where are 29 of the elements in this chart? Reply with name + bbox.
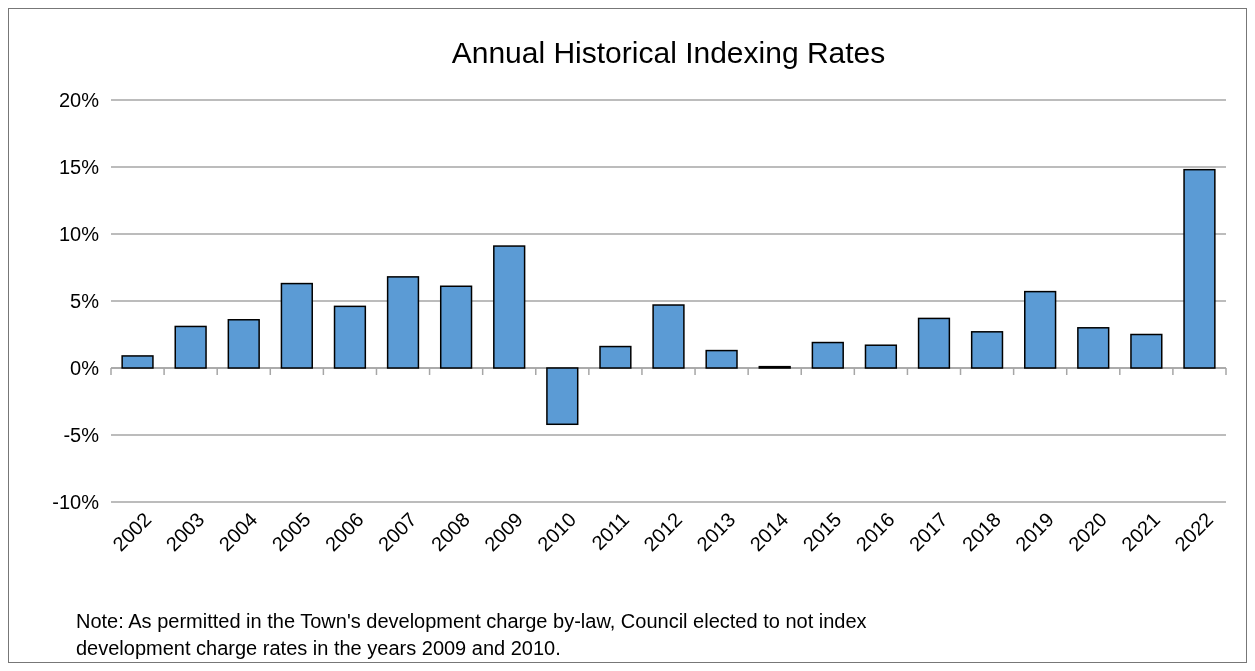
y-tick-label: -5%	[63, 424, 100, 446]
bar	[174, 325, 207, 369]
bar	[280, 282, 313, 369]
bar	[705, 349, 738, 369]
bar	[917, 317, 951, 369]
bar	[599, 345, 632, 369]
bar	[333, 305, 367, 369]
text: Note: As permitted in the Town's development charge by-law, Council elected to not index development charge rates in the years 2009 and 2010.	[76, 610, 867, 659]
y-tick-label: 10%	[58, 223, 100, 245]
bar	[970, 331, 1004, 369]
bar	[546, 367, 579, 426]
bar	[386, 276, 420, 369]
bar	[811, 341, 844, 369]
bar	[864, 344, 898, 369]
bar	[1077, 327, 1110, 369]
y-tick-label: 15%	[58, 156, 100, 178]
bar	[493, 245, 526, 369]
y-tick-label: 5%	[70, 290, 100, 312]
y-tick-label: -10%	[52, 491, 100, 513]
y-tick-label: 0%	[70, 357, 100, 379]
bar	[439, 285, 473, 369]
y-tick-label: 20%	[58, 89, 100, 111]
bar	[121, 355, 154, 369]
bar	[1130, 333, 1163, 369]
bar	[1024, 290, 1057, 369]
chart-title: Annual Historical Indexing Rates	[451, 36, 886, 69]
bar	[227, 319, 260, 369]
bar	[652, 304, 685, 369]
bar	[1183, 168, 1216, 369]
